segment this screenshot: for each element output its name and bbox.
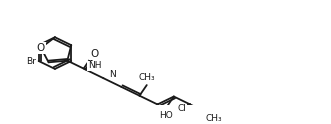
- Text: O: O: [37, 43, 45, 53]
- Text: Cl: Cl: [177, 105, 186, 113]
- Text: Br: Br: [26, 57, 36, 65]
- Text: O: O: [90, 49, 98, 59]
- Text: NH: NH: [88, 62, 101, 70]
- Text: CH₃: CH₃: [206, 114, 222, 123]
- Text: HO: HO: [159, 111, 173, 120]
- Text: N: N: [109, 70, 116, 79]
- Text: CH₃: CH₃: [138, 73, 155, 82]
